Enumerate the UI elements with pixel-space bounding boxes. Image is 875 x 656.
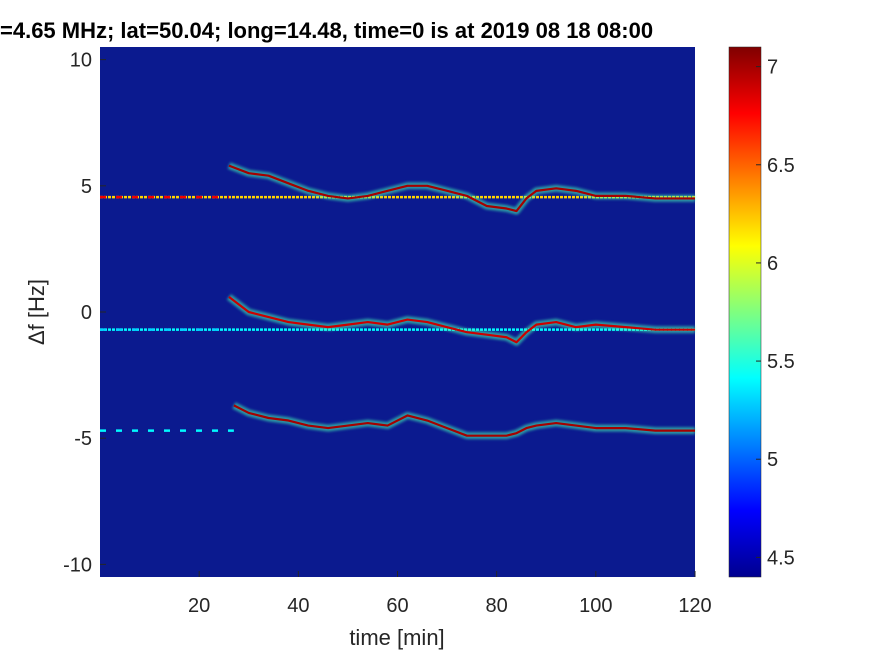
x-tick-label-120: 120 xyxy=(678,595,711,617)
y-tick-label-0: 0 xyxy=(81,302,92,324)
chart-title: =4.65 MHz; lat=50.04; long=14.48, time=0… xyxy=(0,18,653,43)
plot-marks xyxy=(100,162,695,440)
x-axis-label: time [min] xyxy=(349,625,444,650)
x-tick-label-60: 60 xyxy=(386,595,408,617)
plot-area xyxy=(100,47,695,577)
x-tick-label-100: 100 xyxy=(579,595,612,617)
y-tick-label-5: 5 xyxy=(81,176,92,198)
doppler-trace-2 xyxy=(233,404,695,437)
colorbar-tick-label-2: 6 xyxy=(767,253,778,275)
colorbar-tick-label-4: 5 xyxy=(767,449,778,471)
y-tick-label--10: -10 xyxy=(63,554,92,576)
colorbar-tick-label-0: 7 xyxy=(767,57,778,79)
colorbar xyxy=(728,46,762,578)
y-axis: 10 5 0 -5 -10 xyxy=(63,50,106,576)
colorbar-axis: 7 6.5 6 5.5 5 4.5 xyxy=(756,57,795,569)
doppler-trace-0 xyxy=(228,164,695,213)
y-axis-label: Δf [Hz] xyxy=(24,279,49,345)
y-tick-label--5: -5 xyxy=(74,428,92,450)
x-tick-label-80: 80 xyxy=(486,595,508,617)
colorbar-tick-label-5: 4.5 xyxy=(767,547,795,569)
x-tick-label-20: 20 xyxy=(188,595,210,617)
x-tick-label-40: 40 xyxy=(287,595,309,617)
doppler-trace-1 xyxy=(228,295,695,344)
y-tick-label-10: 10 xyxy=(70,50,92,72)
colorbar-tick-label-3: 5.5 xyxy=(767,351,795,373)
colorbar-tick-label-1: 6.5 xyxy=(767,155,795,177)
x-axis: 20 40 60 80 100 120 xyxy=(188,571,712,617)
